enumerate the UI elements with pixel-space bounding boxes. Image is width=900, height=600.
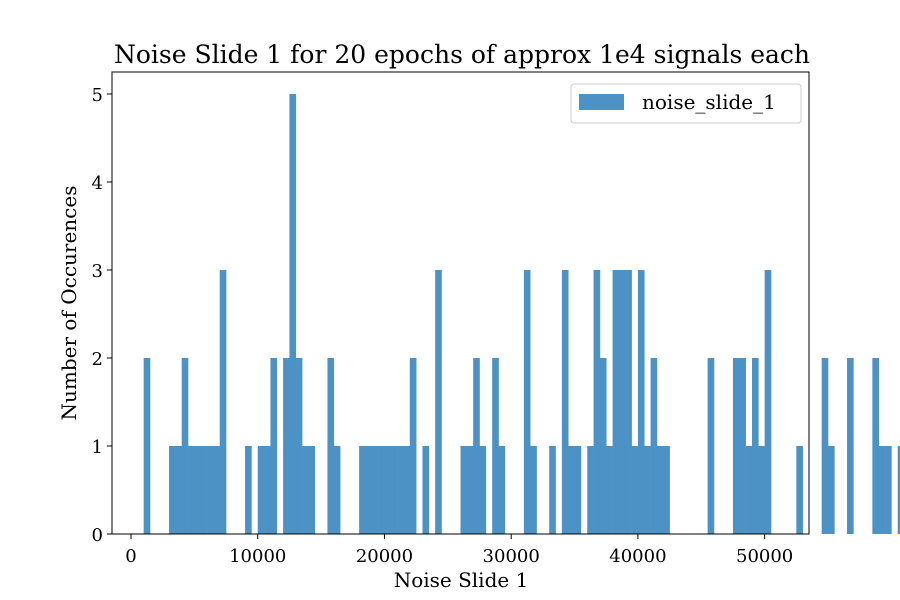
- x-tick-label: 50000: [736, 546, 793, 567]
- histogram-bar: [479, 446, 487, 534]
- histogram-bar: [847, 358, 854, 534]
- histogram-bar: [466, 446, 474, 534]
- histogram-bar: [656, 446, 664, 534]
- histogram-bar: [327, 358, 335, 534]
- x-tick-label: 30000: [483, 546, 540, 567]
- histogram-bar: [739, 358, 746, 534]
- histogram-bar: [644, 446, 651, 534]
- histogram-bar: [606, 446, 613, 534]
- histogram-bar: [631, 446, 639, 534]
- histogram-bar: [371, 446, 379, 534]
- histogram-bar: [897, 446, 900, 534]
- x-tick-label: 40000: [609, 546, 666, 567]
- histogram-bar: [473, 358, 480, 534]
- histogram-bar: [828, 446, 835, 534]
- histogram-bar: [308, 446, 316, 534]
- histogram-bar: [207, 446, 214, 534]
- histogram-bar: [618, 270, 626, 534]
- histogram-bar: [295, 358, 303, 534]
- histogram-bar: [200, 446, 208, 534]
- histogram-bar: [409, 358, 417, 534]
- histogram-bar: [257, 446, 265, 534]
- histogram-bar: [181, 358, 189, 534]
- y-tick-label: 1: [92, 437, 103, 458]
- histogram-bar: [625, 270, 632, 534]
- x-tick-label: 0: [125, 546, 136, 567]
- histogram-bar: [745, 446, 753, 534]
- histogram-bar: [821, 358, 829, 534]
- histogram-bar: [523, 270, 531, 534]
- histogram-bar: [568, 446, 575, 534]
- y-axis-ticks: 0 1 2 3 4 5: [92, 85, 112, 546]
- histogram-bar: [378, 446, 385, 534]
- histogram-bar: [587, 446, 594, 534]
- histogram-bar: [885, 446, 892, 534]
- histogram-bar: [530, 446, 537, 534]
- histogram-bar: [732, 358, 740, 534]
- y-tick-label: 4: [92, 173, 103, 194]
- x-tick-label: 10000: [229, 546, 286, 567]
- histogram-bar: [612, 270, 620, 534]
- histogram-bar: [390, 446, 398, 534]
- histogram-bar: [245, 446, 252, 534]
- histogram-bar: [498, 446, 506, 534]
- histogram-bar: [796, 446, 803, 534]
- histogram-bar: [365, 446, 373, 534]
- histogram-bar: [359, 446, 366, 534]
- histogram-bar: [561, 270, 569, 534]
- histogram-bar: [219, 270, 227, 534]
- histogram-bar: [637, 270, 645, 534]
- histogram-bar: [878, 446, 886, 534]
- histogram-bar: [435, 270, 442, 534]
- y-tick-label: 3: [92, 261, 103, 282]
- histogram-bar: [289, 94, 297, 534]
- legend-swatch: [579, 94, 624, 110]
- histogram-bar: [751, 358, 759, 534]
- histogram-bar: [213, 446, 221, 534]
- histogram-bar: [283, 358, 290, 534]
- legend-box: [570, 83, 802, 124]
- histogram-bar: [270, 358, 278, 534]
- y-tick-label: 5: [92, 85, 103, 106]
- histogram-bar: [574, 446, 582, 534]
- histogram-bar: [397, 446, 404, 534]
- histogram-bar: [599, 358, 607, 534]
- plot-area-frame: [111, 71, 810, 535]
- histogram-bar: [460, 446, 468, 534]
- histogram-bar: [422, 446, 430, 534]
- histogram-bar: [650, 358, 658, 534]
- histogram-bar: [333, 446, 341, 534]
- x-axis-label: Noise Slide 1: [394, 568, 529, 592]
- legend: noise_slide_1: [570, 83, 802, 124]
- histogram-bar: [194, 446, 202, 534]
- histogram-bars: [143, 94, 900, 534]
- histogram-bar: [758, 446, 765, 534]
- histogram-bar: [549, 446, 556, 534]
- histogram-bar: [492, 358, 499, 534]
- histogram-bar: [302, 446, 309, 534]
- histogram-bar: [169, 446, 176, 534]
- histogram-bar: [663, 446, 670, 534]
- chart-title: Noise Slide 1 for 20 epochs of approx 1e…: [114, 40, 810, 69]
- y-axis-label: Number of Occurences: [57, 186, 81, 421]
- histogram-bar: [593, 270, 601, 534]
- y-tick-label: 2: [92, 349, 103, 370]
- histogram-bar: [764, 270, 772, 534]
- legend-label: noise_slide_1: [642, 90, 776, 114]
- histogram-bar: [707, 358, 715, 534]
- histogram-bar: [872, 358, 879, 534]
- y-tick-label: 0: [92, 525, 103, 546]
- histogram-bar: [384, 446, 392, 534]
- histogram-bar: [188, 446, 195, 534]
- x-tick-label: 20000: [356, 546, 413, 567]
- x-axis-ticks: 0 10000 20000 30000 40000 50000: [125, 534, 793, 567]
- histogram-bar: [175, 446, 182, 534]
- histogram-bar: [264, 446, 271, 534]
- histogram-bar: [143, 358, 151, 534]
- histogram-bar: [403, 446, 411, 534]
